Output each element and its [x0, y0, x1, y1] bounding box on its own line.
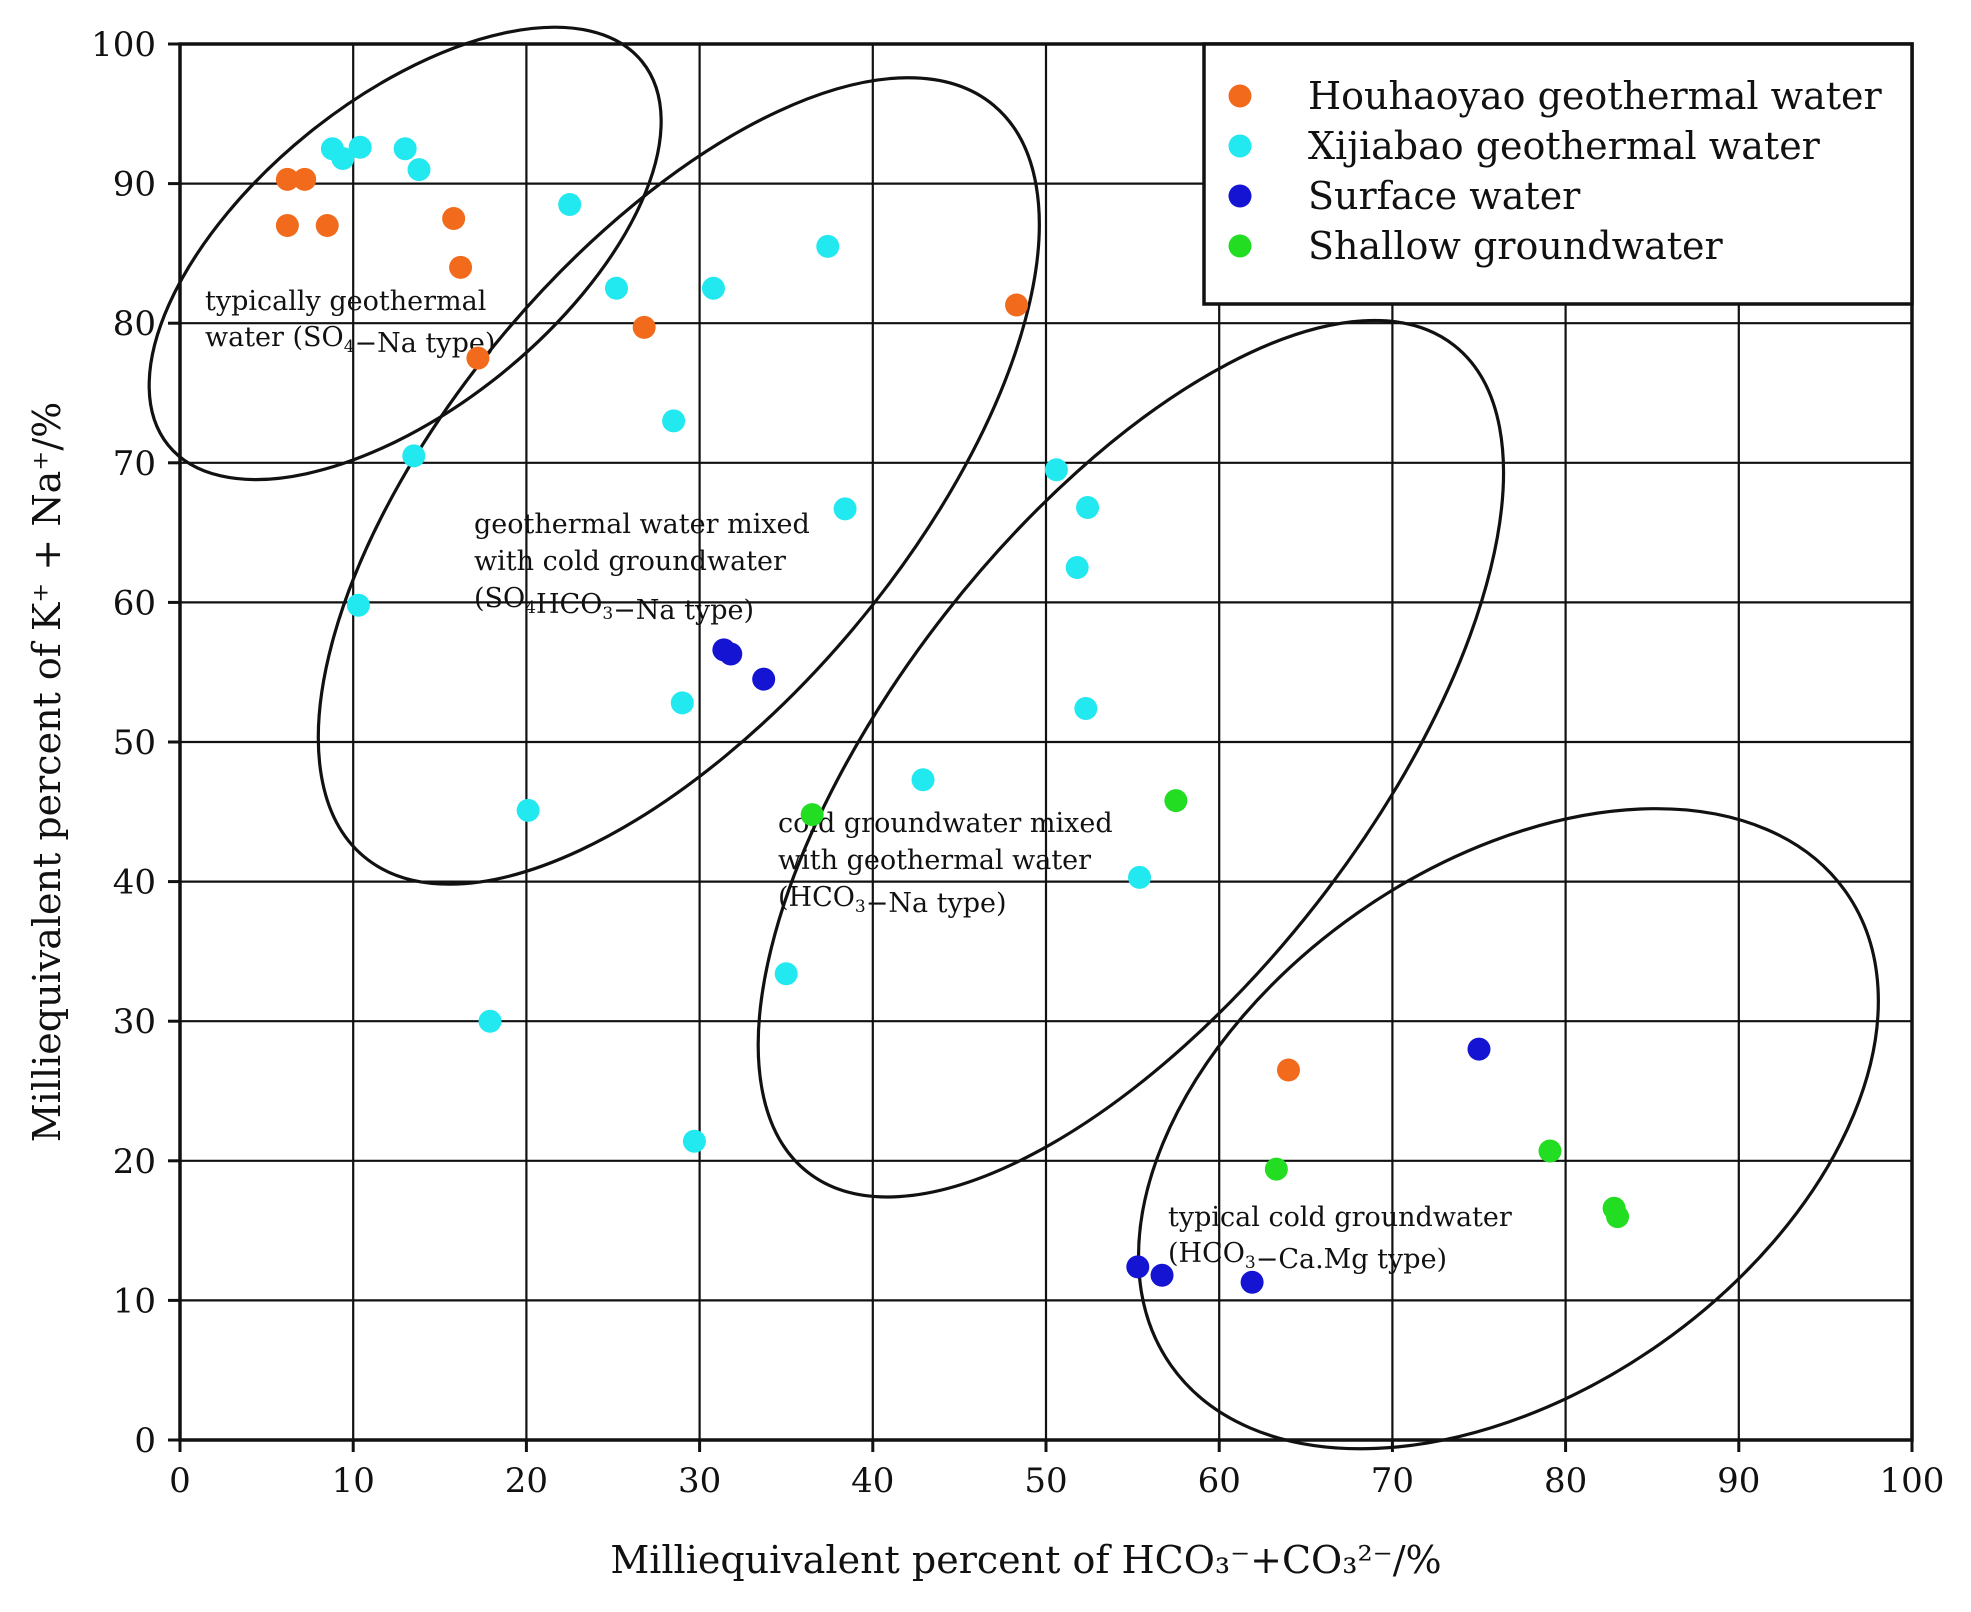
point-xijiabao-geothermal-water — [393, 137, 417, 161]
point-houhaoyao-geothermal-water — [1276, 1058, 1300, 1082]
point-xijiabao-geothermal-water — [1044, 458, 1068, 482]
point-houhaoyao-geothermal-water — [315, 213, 339, 237]
y-tick-label: 70 — [113, 444, 156, 484]
zone-ellipse-3 — [756, 318, 1506, 1199]
point-houhaoyao-geothermal-water — [442, 207, 466, 230]
point-surface-water — [1467, 1037, 1491, 1061]
y-tick-label: 90 — [113, 165, 156, 205]
point-xijiabao-geothermal-water — [774, 962, 798, 986]
annotation-zone2-line-2: with cold groundwater — [474, 546, 786, 577]
legend: Houhaoyao geothermal water Xijiabao geoth… — [1202, 42, 1914, 306]
x-tick-label: 0 — [169, 1461, 191, 1501]
x-tick-label: 50 — [1024, 1461, 1067, 1501]
point-xijiabao-geothermal-water — [701, 276, 725, 300]
point-xijiabao-geothermal-water — [604, 276, 628, 300]
point-xijiabao-geothermal-water — [1076, 495, 1100, 519]
point-xijiabao-geothermal-water — [816, 234, 840, 258]
zone-ellipse-4 — [1136, 807, 1880, 1451]
x-tick-label: 100 — [1880, 1461, 1945, 1501]
y-tick-label: 100 — [91, 25, 156, 65]
x-tick-label: 70 — [1371, 1461, 1414, 1501]
legend-box — [1202, 42, 1914, 306]
annotation-zone1-line-1: typically geothermal — [205, 286, 486, 317]
x-tick-label: 10 — [332, 1461, 375, 1501]
point-xijiabao-geothermal-water — [402, 444, 426, 468]
point-xijiabao-geothermal-water — [478, 1009, 502, 1033]
point-xijiabao-geothermal-water — [662, 409, 686, 433]
annotation-zone4-line-2: (HCO3−Ca.Mg type) — [1168, 1238, 1447, 1275]
point-xijiabao-geothermal-water — [348, 135, 372, 159]
legend-marker — [1228, 134, 1252, 158]
y-axis-title: Milliequivalent percent of K⁺ + Na⁺/% — [25, 402, 69, 1142]
point-shallow-groundwater — [1538, 1139, 1562, 1163]
point-surface-water — [1240, 1270, 1264, 1294]
point-houhaoyao-geothermal-water — [449, 255, 473, 279]
point-xijiabao-geothermal-water — [1065, 556, 1089, 579]
y-tick-label: 40 — [113, 863, 156, 903]
point-surface-water — [719, 642, 743, 666]
point-houhaoyao-geothermal-water — [632, 315, 656, 339]
point-xijiabao-geothermal-water — [682, 1129, 706, 1153]
point-shallow-groundwater — [1264, 1157, 1288, 1181]
point-xijiabao-geothermal-water — [331, 146, 355, 170]
point-shallow-groundwater — [1164, 789, 1188, 813]
y-tick-label: 50 — [113, 723, 156, 763]
zone-ellipse-1 — [147, 25, 663, 482]
legend-marker — [1228, 184, 1252, 208]
legend-marker — [1228, 84, 1252, 108]
legend-label: Houhaoyao geothermal water — [1308, 74, 1883, 118]
legend-label: Surface water — [1308, 174, 1581, 218]
point-xijiabao-geothermal-water — [911, 768, 935, 792]
point-houhaoyao-geothermal-water — [293, 167, 317, 191]
legend-label: Shallow groundwater — [1308, 224, 1724, 268]
point-houhaoyao-geothermal-water — [275, 167, 299, 191]
x-tick-label: 40 — [851, 1461, 894, 1501]
y-tick-label: 30 — [113, 1002, 156, 1042]
point-houhaoyao-geothermal-water — [275, 213, 299, 237]
point-xijiabao-geothermal-water — [346, 593, 370, 617]
annotation-zone3-line-1: cold groundwater mixed — [778, 808, 1113, 839]
point-xijiabao-geothermal-water — [407, 158, 431, 182]
x-axis-title: Milliequivalent percent of HCO₃⁻+CO₃²⁻/% — [610, 1538, 1441, 1582]
axes: 0 10 20 30 40 50 60 70 80 90 100 0 10 20 30 40 50 60 70 80 9… — [25, 25, 1944, 1582]
data-points — [275, 135, 1630, 1294]
x-tick-label: 30 — [678, 1461, 721, 1501]
point-xijiabao-geothermal-water — [670, 691, 694, 715]
y-tick-label: 60 — [113, 583, 156, 623]
x-tick-label: 90 — [1717, 1461, 1760, 1501]
point-surface-water — [752, 667, 776, 691]
point-houhaoyao-geothermal-water — [466, 346, 490, 370]
y-tick-label: 10 — [113, 1281, 156, 1321]
x-tick-label: 80 — [1544, 1461, 1587, 1501]
y-tick-label: 0 — [134, 1421, 156, 1461]
point-xijiabao-geothermal-water — [1074, 696, 1098, 720]
point-xijiabao-geothermal-water — [833, 497, 857, 521]
annotation-zone4-line-1: typical cold groundwater — [1168, 1202, 1512, 1233]
point-xijiabao-geothermal-water — [558, 193, 582, 217]
zone-ellipses — [147, 25, 1880, 1451]
legend-label: Xijiabao geothermal water — [1308, 124, 1821, 168]
point-shallow-groundwater — [800, 803, 824, 827]
point-shallow-groundwater — [1606, 1205, 1630, 1229]
y-tick-label: 80 — [113, 304, 156, 344]
annotation-zone3-line-3: (HCO3−Na type) — [778, 882, 1007, 919]
point-houhaoyao-geothermal-water — [1005, 293, 1029, 317]
y-tick-label: 20 — [113, 1142, 156, 1182]
x-tick-label: 20 — [505, 1461, 548, 1501]
point-xijiabao-geothermal-water — [1128, 865, 1152, 889]
point-xijiabao-geothermal-water — [516, 798, 540, 822]
legend-marker — [1228, 234, 1252, 258]
x-tick-label: 60 — [1198, 1461, 1241, 1501]
zone-ellipse-2 — [316, 76, 1041, 886]
annotation-zone2-line-1: geothermal water mixed — [474, 509, 810, 540]
annotation-zone2-line-3: (SO4HCO3−Na type) — [474, 583, 754, 626]
annotation-zone3-line-2: with geothermal water — [778, 845, 1091, 876]
point-surface-water — [1126, 1255, 1150, 1279]
point-surface-water — [1150, 1263, 1174, 1287]
